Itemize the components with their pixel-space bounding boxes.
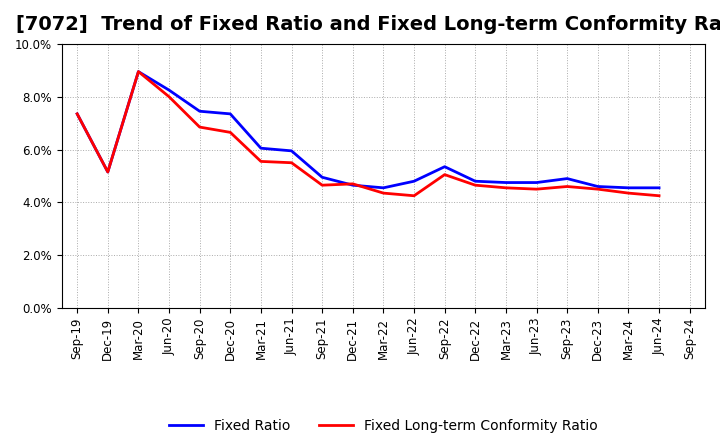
Fixed Ratio xyxy=(287,148,296,154)
Title: [7072]  Trend of Fixed Ratio and Fixed Long-term Conformity Ratio: [7072] Trend of Fixed Ratio and Fixed Lo… xyxy=(16,15,720,34)
Line: Fixed Long-term Conformity Ratio: Fixed Long-term Conformity Ratio xyxy=(77,72,659,196)
Fixed Long-term Conformity Ratio xyxy=(471,183,480,188)
Fixed Long-term Conformity Ratio xyxy=(318,183,326,188)
Fixed Long-term Conformity Ratio xyxy=(624,191,633,196)
Fixed Long-term Conformity Ratio xyxy=(348,181,357,187)
Fixed Ratio xyxy=(226,111,235,117)
Line: Fixed Ratio: Fixed Ratio xyxy=(77,72,659,188)
Fixed Ratio xyxy=(348,183,357,188)
Fixed Ratio xyxy=(563,176,572,181)
Fixed Long-term Conformity Ratio xyxy=(73,111,81,117)
Fixed Long-term Conformity Ratio xyxy=(104,169,112,175)
Fixed Ratio xyxy=(318,175,326,180)
Fixed Long-term Conformity Ratio xyxy=(654,193,663,198)
Fixed Long-term Conformity Ratio xyxy=(226,130,235,135)
Fixed Ratio xyxy=(471,179,480,184)
Fixed Long-term Conformity Ratio xyxy=(195,125,204,130)
Fixed Ratio xyxy=(104,169,112,175)
Legend: Fixed Ratio, Fixed Long-term Conformity Ratio: Fixed Ratio, Fixed Long-term Conformity … xyxy=(163,413,604,438)
Fixed Ratio xyxy=(410,179,418,184)
Fixed Ratio xyxy=(195,109,204,114)
Fixed Long-term Conformity Ratio xyxy=(165,94,174,99)
Fixed Long-term Conformity Ratio xyxy=(256,159,265,164)
Fixed Long-term Conformity Ratio xyxy=(593,187,602,192)
Fixed Ratio xyxy=(379,185,388,191)
Fixed Long-term Conformity Ratio xyxy=(441,172,449,177)
Fixed Ratio xyxy=(441,164,449,169)
Fixed Ratio xyxy=(502,180,510,185)
Fixed Ratio xyxy=(165,88,174,93)
Fixed Long-term Conformity Ratio xyxy=(502,185,510,191)
Fixed Long-term Conformity Ratio xyxy=(134,69,143,74)
Fixed Long-term Conformity Ratio xyxy=(410,193,418,198)
Fixed Ratio xyxy=(624,185,633,191)
Fixed Long-term Conformity Ratio xyxy=(287,160,296,165)
Fixed Long-term Conformity Ratio xyxy=(379,191,388,196)
Fixed Ratio xyxy=(134,69,143,74)
Fixed Long-term Conformity Ratio xyxy=(563,184,572,189)
Fixed Ratio xyxy=(593,184,602,189)
Fixed Long-term Conformity Ratio xyxy=(532,187,541,192)
Fixed Ratio xyxy=(256,146,265,151)
Fixed Ratio xyxy=(532,180,541,185)
Fixed Ratio xyxy=(73,111,81,117)
Fixed Ratio xyxy=(654,185,663,191)
